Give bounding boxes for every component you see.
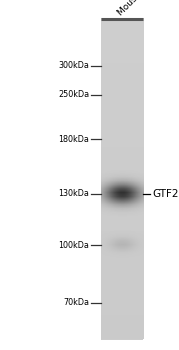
Text: GTF2I: GTF2I [152,189,179,200]
Text: 250kDa: 250kDa [58,90,90,99]
Bar [101,19,143,340]
Text: 300kDa: 300kDa [59,61,90,70]
Text: Mouse brain: Mouse brain [116,0,161,18]
Text: 130kDa: 130kDa [59,189,90,198]
Text: 100kDa: 100kDa [59,240,90,250]
Text: 180kDa: 180kDa [59,135,90,144]
Text: 70kDa: 70kDa [64,298,90,307]
